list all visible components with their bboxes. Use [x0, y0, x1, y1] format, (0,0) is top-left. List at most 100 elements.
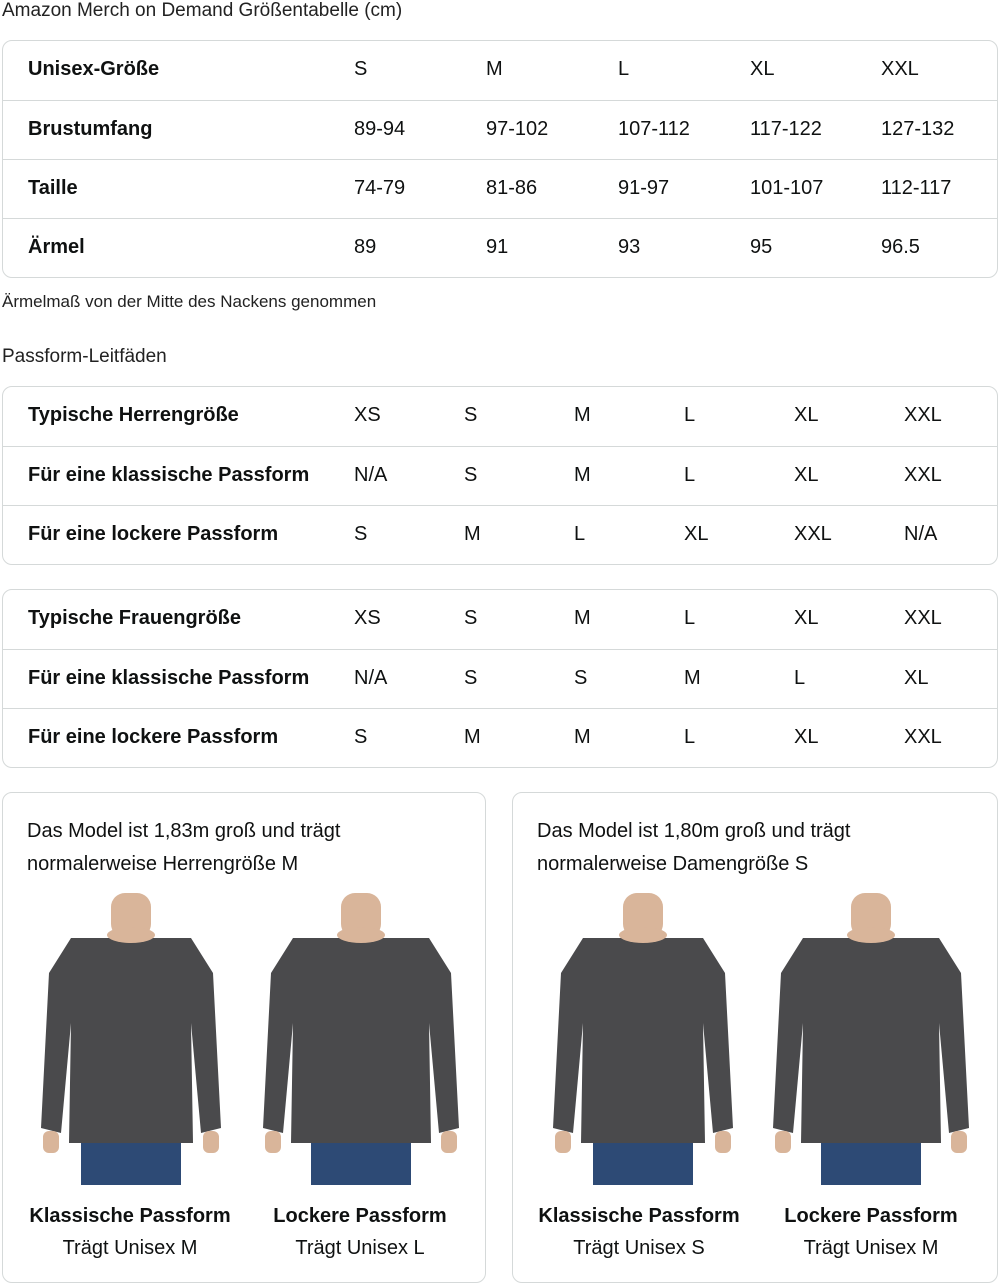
table-row: Unisex-Größe S M L XL XXL	[3, 41, 997, 100]
model-description: Das Model ist 1,80m groß und trägt norma…	[537, 820, 851, 875]
table-cell: XL	[750, 58, 775, 80]
table-cell: 96.5	[881, 236, 920, 258]
row-label: Für eine lockere Passform	[28, 726, 279, 748]
table-cell: M	[574, 607, 591, 629]
women-model-card: Das Model ist 1,80m groß und trägt norma…	[512, 792, 998, 1283]
table-cell: 97-102	[486, 118, 549, 140]
table-cell: XS	[354, 404, 381, 426]
fit-caption: Lockere Passform	[273, 1205, 447, 1227]
sweater-model-icon	[263, 893, 459, 1185]
table-cell: S	[464, 404, 478, 426]
table-cell: XXL	[904, 404, 942, 426]
table-cell: XXL	[794, 523, 832, 545]
table-cell: M	[486, 58, 503, 80]
table-cell: 127-132	[881, 118, 955, 140]
table-cell: S	[354, 726, 368, 748]
table-cell: M	[684, 667, 701, 689]
model-photo-relaxed	[771, 893, 971, 1185]
fit-size: Trägt Unisex M	[62, 1237, 198, 1259]
table-cell: L	[684, 404, 696, 426]
sweater-model-icon	[41, 893, 221, 1185]
row-label: Ärmel	[28, 236, 85, 258]
table-cell: XXL	[904, 607, 942, 629]
sleeve-note: Ärmelmaß von der Mitte des Nackens genom…	[2, 292, 377, 311]
table-cell: L	[794, 667, 806, 689]
table-cell: S	[354, 523, 368, 545]
table-cell: XL	[794, 464, 819, 486]
table-row: Ärmel 89 91 93 95 96.5	[3, 218, 997, 277]
table-cell: 107-112	[618, 118, 690, 140]
table-cell: M	[574, 726, 591, 748]
table-cell: XL	[794, 404, 819, 426]
women-fit-table: Typische Frauengröße XS S M L XL XXL Für eine k…	[2, 589, 998, 768]
table-cell: 91-97	[618, 177, 670, 199]
row-label: Für eine klassische Passform	[28, 667, 310, 689]
table-cell: L	[574, 523, 586, 545]
table-cell: N/A	[354, 464, 388, 486]
table-cell: XS	[354, 607, 381, 629]
table-cell: N/A	[904, 523, 938, 545]
table-cell: S	[464, 667, 478, 689]
page-title: Amazon Merch on Demand Größentabelle (cm…	[2, 0, 403, 21]
table-cell: 112-117	[881, 177, 952, 199]
table-row: Für eine lockere Passform S M M L XL XXL	[3, 708, 997, 767]
row-label: Unisex-Größe	[28, 58, 160, 80]
table-cell: 74-79	[354, 177, 406, 199]
table-row: Für eine lockere Passform S M L XL XXL N/A	[3, 505, 997, 564]
model-photo-classic	[543, 893, 743, 1185]
fit-guide-heading: Passform-Leitfäden	[2, 346, 167, 367]
fit-size: Trägt Unisex S	[573, 1237, 705, 1259]
table-cell: XL	[794, 607, 819, 629]
fit-size: Trägt Unisex L	[295, 1237, 425, 1259]
table-row: Taille 74-79 81-86 91-97 101-107 112-117	[3, 159, 997, 218]
fit-caption: Klassische Passform	[29, 1205, 231, 1227]
fit-size: Trägt Unisex M	[803, 1237, 939, 1259]
table-cell: S	[464, 464, 478, 486]
table-cell: 91	[486, 236, 509, 258]
table-cell: L	[618, 58, 630, 80]
table-row: Typische Frauengröße XS S M L XL XXL	[3, 590, 997, 649]
table-cell: 89	[354, 236, 377, 258]
table-cell: M	[464, 726, 481, 748]
table-cell: 95	[750, 236, 773, 258]
table-cell: 89-94	[354, 118, 406, 140]
model-photo-classic	[31, 893, 231, 1185]
fit-caption: Lockere Passform	[784, 1205, 958, 1227]
table-cell: L	[684, 726, 696, 748]
table-cell: XXL	[904, 726, 942, 748]
table-cell: 117-122	[750, 118, 822, 140]
table-cell: S	[574, 667, 588, 689]
table-row: Typische Herrengröße XS S M L XL XXL	[3, 387, 997, 446]
table-row: Für eine klassische Passform N/A S S M L XL	[3, 649, 997, 708]
table-cell: M	[464, 523, 481, 545]
table-cell: S	[464, 607, 478, 629]
table-cell: M	[574, 404, 591, 426]
row-label: Für eine lockere Passform	[28, 523, 279, 545]
row-label: Taille	[28, 177, 78, 199]
fit-caption: Klassische Passform	[538, 1205, 740, 1227]
table-row: Brustumfang 89-94 97-102 107-112 117-122 127-…	[3, 100, 997, 159]
table-cell: 81-86	[486, 177, 538, 199]
model-photo-relaxed	[261, 893, 461, 1185]
row-label: Typische Frauengröße	[28, 607, 242, 629]
table-cell: 101-107	[750, 177, 824, 199]
size-table: Unisex-Größe S M L XL XXL Brustumfang 89-94 97-1…	[2, 40, 998, 278]
table-cell: 93	[618, 236, 641, 258]
table-row: Für eine klassische Passform N/A S M L XL XXL	[3, 446, 997, 505]
table-cell: S	[354, 58, 368, 80]
table-cell: L	[684, 464, 696, 486]
table-cell: XXL	[881, 58, 919, 80]
table-cell: L	[684, 607, 696, 629]
row-label: Typische Herrengröße	[28, 404, 239, 426]
table-cell: M	[574, 464, 591, 486]
table-cell: XL	[794, 726, 819, 748]
table-cell: N/A	[354, 667, 388, 689]
men-model-card: Das Model ist 1,83m groß und trägt norma…	[2, 792, 486, 1283]
row-label: Für eine klassische Passform	[28, 464, 310, 486]
table-cell: XL	[684, 523, 709, 545]
table-cell: XXL	[904, 464, 942, 486]
table-cell: XL	[904, 667, 929, 689]
row-label: Brustumfang	[28, 118, 153, 140]
sweater-model-icon	[553, 893, 733, 1185]
model-description: Das Model ist 1,83m groß und trägt norma…	[27, 820, 341, 875]
